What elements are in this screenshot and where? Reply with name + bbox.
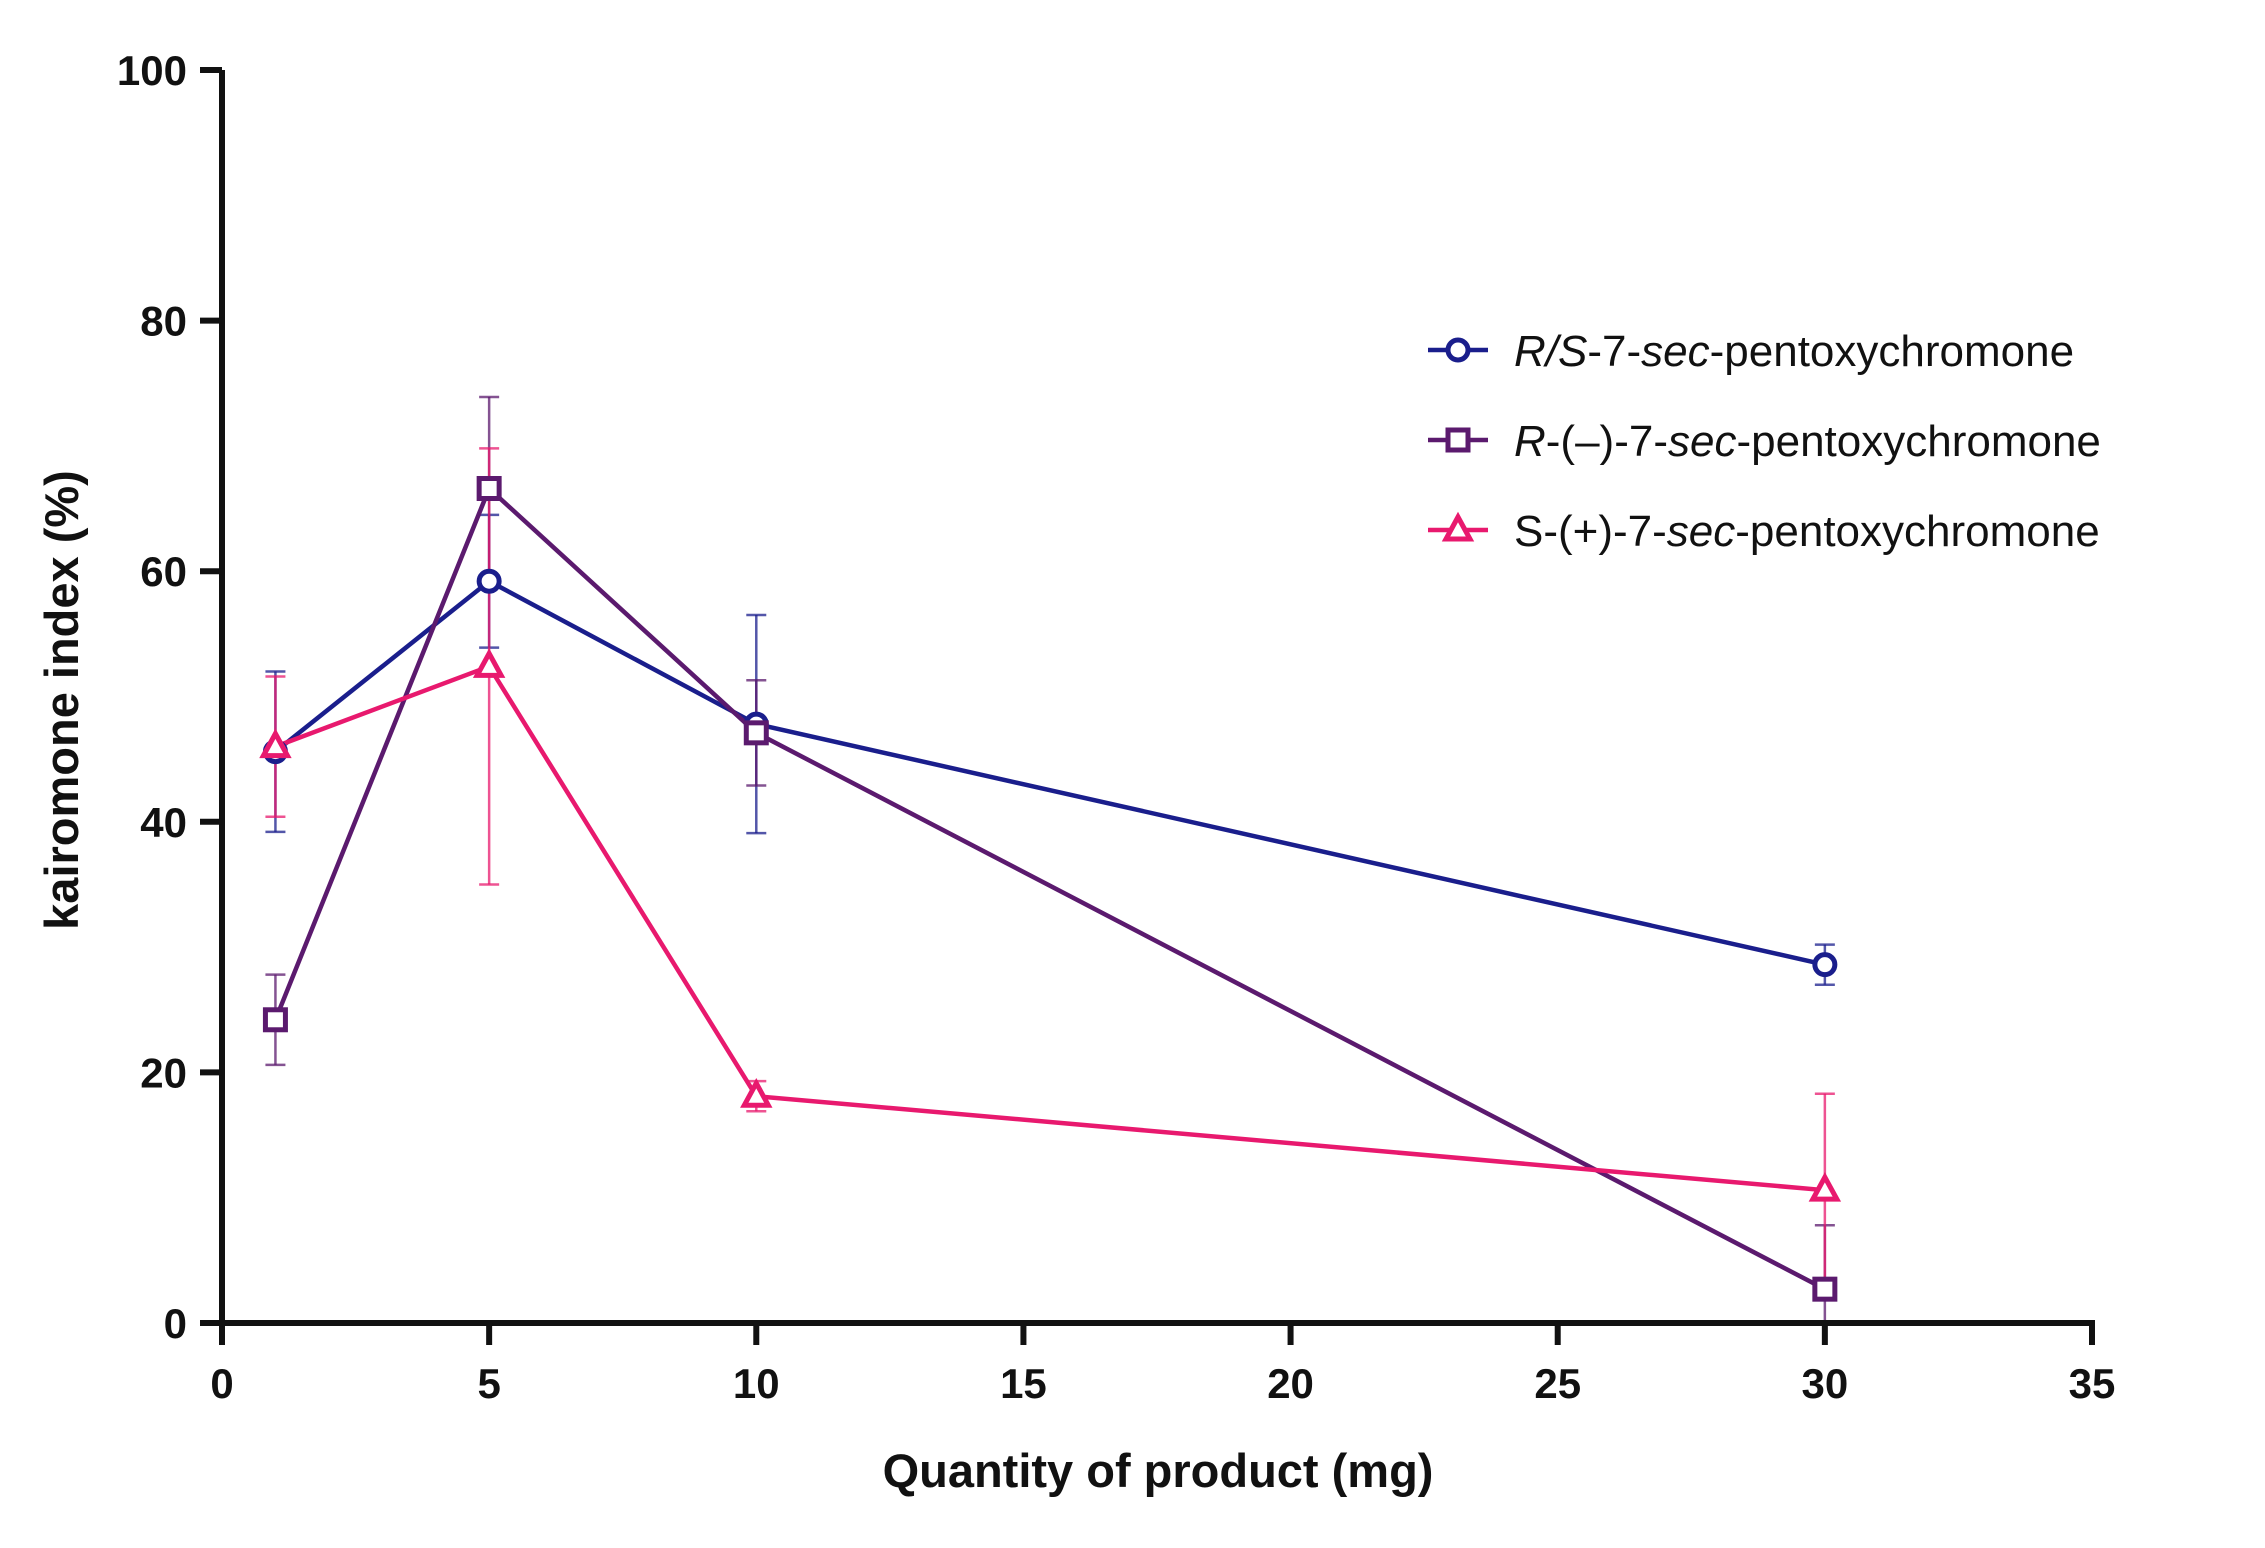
axes-layer: 0 20 40 60 80 100 0 5 10 15 20 25 30 35 bbox=[117, 47, 2115, 1407]
data-point-triangle bbox=[1808, 1171, 1842, 1202]
data-point-circle bbox=[1812, 952, 1838, 978]
x-axis-title: Quantity of product (mg) bbox=[883, 1444, 1434, 1497]
y-tick-label: 100 bbox=[117, 47, 187, 94]
legend-label: R/S-7-sec-pentoxychromone bbox=[1514, 327, 2074, 376]
markers-layer bbox=[259, 476, 1842, 1302]
y-tick-label: 80 bbox=[140, 298, 187, 345]
data-point-square bbox=[262, 1007, 288, 1033]
data-point-square bbox=[476, 476, 502, 502]
legend-label: R-(–)-7-sec-pentoxychromone bbox=[1514, 417, 2101, 466]
x-tick-label: 20 bbox=[1267, 1360, 1314, 1407]
series-line bbox=[273, 486, 1826, 1292]
legend: R/S-7-sec-pentoxychromone R-(–)-7-sec-pen… bbox=[1428, 327, 2101, 556]
series-lines-layer bbox=[273, 486, 1826, 1292]
y-tick-label: 0 bbox=[164, 1300, 187, 1347]
legend-label: S-(+)-7-sec-pentoxychromone bbox=[1514, 507, 2100, 556]
data-point-triangle bbox=[472, 648, 506, 678]
legend-marker-circle bbox=[1445, 337, 1471, 363]
y-tick-label: 20 bbox=[140, 1049, 187, 1096]
y-axis-title: kairomone index (%) bbox=[35, 470, 88, 930]
data-point-square bbox=[743, 720, 769, 746]
x-tick-label: 15 bbox=[1000, 1360, 1047, 1407]
data-point-triangle bbox=[259, 728, 292, 759]
legend-marker-triangle bbox=[1441, 511, 1475, 542]
y-tick-label: 60 bbox=[140, 548, 187, 595]
series-line bbox=[274, 664, 1826, 1193]
x-tick-label: 35 bbox=[2069, 1360, 2116, 1407]
series-line bbox=[274, 578, 1826, 967]
legend-item: S-(+)-7-sec-pentoxychromone bbox=[1428, 507, 2100, 556]
legend-marker-square bbox=[1445, 427, 1471, 453]
x-tick-label: 5 bbox=[477, 1360, 500, 1407]
data-point-circle bbox=[476, 568, 502, 594]
x-tick-label: 10 bbox=[733, 1360, 780, 1407]
legend-item: R/S-7-sec-pentoxychromone bbox=[1428, 327, 2074, 376]
legend-item: R-(–)-7-sec-pentoxychromone bbox=[1428, 417, 2101, 466]
y-tick-label: 40 bbox=[140, 799, 187, 846]
x-tick-label: 30 bbox=[1801, 1360, 1848, 1407]
data-point-square bbox=[1812, 1276, 1838, 1302]
x-tick-label: 25 bbox=[1534, 1360, 1581, 1407]
x-tick-label: 0 bbox=[210, 1360, 233, 1407]
data-point-triangle bbox=[740, 1077, 773, 1108]
